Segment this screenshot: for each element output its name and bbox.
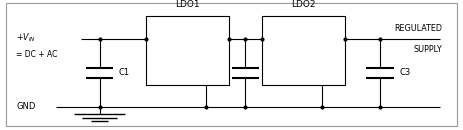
Text: REGULATED: REGULATED	[394, 24, 442, 33]
Text: LDO2: LDO2	[291, 0, 315, 9]
Text: = DC + AC: = DC + AC	[16, 50, 57, 59]
Text: $+V_{IN}$: $+V_{IN}$	[152, 21, 171, 34]
Text: C2: C2	[265, 68, 276, 77]
Text: $+V_{OUT}$: $+V_{OUT}$	[198, 21, 223, 34]
Text: LDO1: LDO1	[175, 0, 200, 9]
Text: GND: GND	[207, 59, 223, 65]
Text: C1: C1	[119, 68, 130, 77]
Text: SHDN: SHDN	[268, 59, 288, 65]
Text: $+V_{OUT}$: $+V_{OUT}$	[313, 21, 339, 34]
Text: SUPPLY: SUPPLY	[413, 45, 442, 54]
Text: GND: GND	[323, 59, 339, 65]
Text: $+V_{IN}$: $+V_{IN}$	[268, 21, 287, 34]
Text: C3: C3	[399, 68, 410, 77]
Text: $+V_{IN}$: $+V_{IN}$	[16, 31, 36, 44]
Text: SHDN: SHDN	[152, 59, 172, 65]
Bar	[262, 16, 345, 84]
Bar	[146, 16, 229, 84]
Text: GND: GND	[16, 102, 36, 111]
